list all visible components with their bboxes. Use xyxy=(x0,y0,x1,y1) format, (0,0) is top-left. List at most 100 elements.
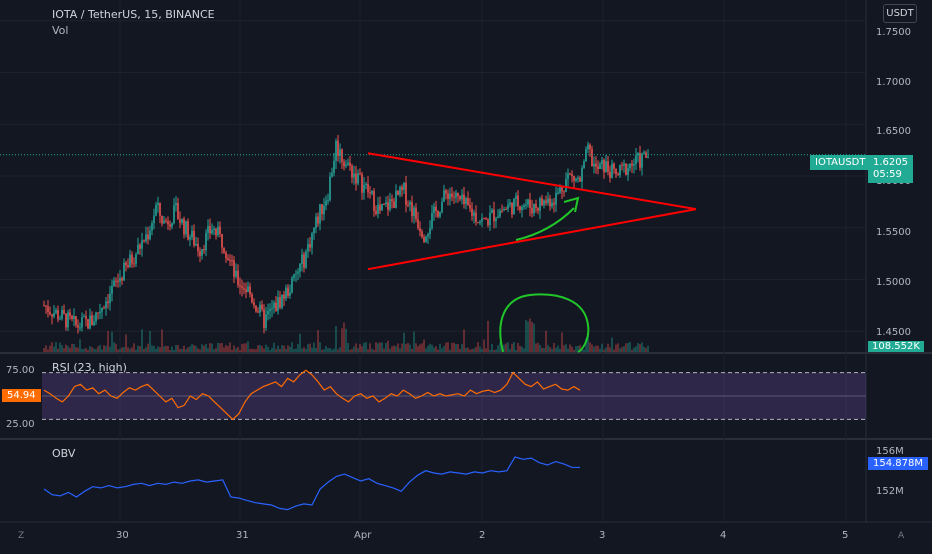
volume-bar xyxy=(621,347,623,352)
candle-body xyxy=(115,280,117,282)
volume-bar xyxy=(133,343,135,352)
volume-bar xyxy=(537,342,539,352)
triangle-upper-line[interactable] xyxy=(367,152,697,211)
candle-body xyxy=(483,218,485,220)
candle-body xyxy=(303,254,305,268)
breakout-arrow[interactable] xyxy=(515,207,575,241)
currency-button[interactable]: USDT xyxy=(883,4,917,23)
volume-bar xyxy=(153,345,155,352)
volume-bar xyxy=(185,349,187,352)
symbol-title[interactable]: IOTA / TetherUS, 15, BINANCE xyxy=(52,8,215,21)
volume-bar xyxy=(371,348,373,352)
volume-bar xyxy=(45,345,47,352)
volume-bar xyxy=(405,343,407,352)
volume-bar xyxy=(427,345,429,352)
candle-body xyxy=(243,288,245,290)
candle-body xyxy=(515,195,517,199)
drawings[interactable] xyxy=(367,152,697,353)
candle-body xyxy=(255,305,257,312)
candle-body xyxy=(257,311,259,313)
volume-bar xyxy=(597,345,599,352)
volume-bar xyxy=(307,344,309,352)
candle-body xyxy=(475,212,477,223)
volume-bar xyxy=(629,342,631,352)
candle-body xyxy=(577,177,579,179)
candle-body xyxy=(419,228,421,232)
volume-bar xyxy=(509,349,511,352)
candle-body xyxy=(421,231,423,238)
volume-bar xyxy=(235,348,237,352)
volume-bar xyxy=(521,346,523,352)
volume-bar xyxy=(453,342,455,352)
time-tick: 30 xyxy=(116,530,129,541)
grid xyxy=(0,0,866,522)
candle-body xyxy=(83,316,85,318)
volume-bar xyxy=(375,342,377,352)
candle-body xyxy=(231,260,233,262)
candle-body xyxy=(615,168,617,174)
candle-body xyxy=(607,161,609,172)
volume-bar xyxy=(73,344,75,352)
candle-body xyxy=(405,182,407,205)
volume-bar xyxy=(569,344,571,352)
candle-body xyxy=(323,205,325,215)
volume-bar xyxy=(241,343,243,352)
volume-label[interactable]: Vol xyxy=(52,24,69,37)
volume-bar xyxy=(467,347,469,352)
candle-body xyxy=(183,218,185,235)
volume-bar xyxy=(535,343,537,352)
volume-bar xyxy=(57,348,59,352)
volume-bar xyxy=(479,346,481,352)
obv-label[interactable]: OBV xyxy=(52,447,76,460)
volume-bar xyxy=(135,349,137,352)
rsi-label[interactable]: RSI (23, high) xyxy=(52,361,127,374)
candle-body xyxy=(477,222,479,224)
volume-bar xyxy=(555,347,557,352)
triangle-lower-line[interactable] xyxy=(367,208,697,271)
auto-scale-icon[interactable]: A xyxy=(898,531,905,541)
candle-body xyxy=(621,164,623,166)
candle-body xyxy=(189,237,191,240)
rsi-band-fill xyxy=(42,372,866,420)
volume-bar xyxy=(575,346,577,352)
candle-body xyxy=(179,219,181,223)
candle-body xyxy=(387,202,389,210)
candle-body xyxy=(167,221,169,225)
candle-body xyxy=(81,317,83,328)
candle-body xyxy=(301,254,303,264)
candle-body xyxy=(145,234,147,242)
volume-bar xyxy=(111,331,113,352)
volume-bar xyxy=(263,348,265,352)
volume-bar xyxy=(515,349,517,352)
candle-body xyxy=(53,312,55,317)
volume-bar xyxy=(379,342,381,352)
candle-body xyxy=(471,208,473,216)
candle-body xyxy=(555,193,557,205)
rsi-tick: 75.00 xyxy=(6,365,35,376)
volume-bar xyxy=(275,349,277,352)
candle-body xyxy=(369,192,371,194)
volume-bar xyxy=(367,349,369,352)
candle-body xyxy=(293,274,295,278)
candle-body xyxy=(407,204,409,206)
candle-body xyxy=(425,236,427,242)
volume-bar xyxy=(449,349,451,352)
candle-body xyxy=(541,198,543,206)
candle-body xyxy=(247,286,249,292)
candle-body xyxy=(647,156,649,158)
volume-bar xyxy=(623,346,625,352)
candle-body xyxy=(313,227,315,234)
volume-bar xyxy=(259,344,261,352)
volume-bar xyxy=(465,347,467,352)
volume-bar xyxy=(553,343,555,352)
volume-highlight-circle[interactable] xyxy=(499,293,590,353)
volume-bar xyxy=(399,348,401,352)
volume-bar xyxy=(249,348,251,352)
candle-body xyxy=(57,309,59,320)
candle-body xyxy=(385,202,387,205)
zoom-icon[interactable]: Z xyxy=(18,531,25,541)
volume-bar xyxy=(315,347,317,352)
candle-body xyxy=(93,321,95,326)
